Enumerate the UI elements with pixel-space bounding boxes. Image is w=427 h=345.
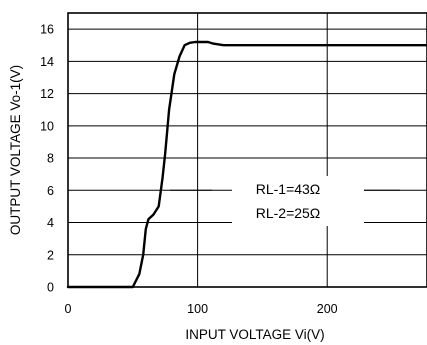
y-axis-tick-labels: 0 2 4 6 8 10 12 14 16	[40, 23, 54, 295]
y-tick-label: 2	[47, 248, 54, 262]
y-tick-label: 0	[47, 281, 54, 295]
x-tick-label: 200	[317, 302, 338, 316]
y-tick-label: 8	[47, 152, 54, 166]
x-tick-label: 100	[187, 302, 208, 316]
annotation-rl-2: RL-2=25Ω	[256, 205, 321, 221]
y-tick-label: 4	[47, 216, 54, 230]
y-axis-label: OUTPUT VOLTAGE Vo-1(V)	[8, 65, 23, 235]
series-layer	[66, 40, 427, 289]
annotation-background	[212, 176, 364, 226]
y-tick-label: 6	[47, 184, 54, 198]
y-tick-label: 14	[40, 55, 54, 69]
x-axis-tick-labels: 0 100 200	[65, 302, 338, 316]
annotation-leader-lines	[170, 189, 400, 224]
y-tick-label: 12	[40, 87, 54, 101]
grid-lines	[68, 13, 427, 287]
plot-frame	[67, 12, 427, 288]
y-tick-label: 16	[40, 23, 54, 37]
x-axis-label: INPUT VOLTAGE Vi(V)	[185, 327, 324, 342]
series-line	[66, 40, 427, 289]
y-tick-label: 10	[40, 119, 54, 133]
x-tick-label: 0	[65, 302, 72, 316]
annotation-rl-1: RL-1=43Ω	[256, 181, 321, 197]
